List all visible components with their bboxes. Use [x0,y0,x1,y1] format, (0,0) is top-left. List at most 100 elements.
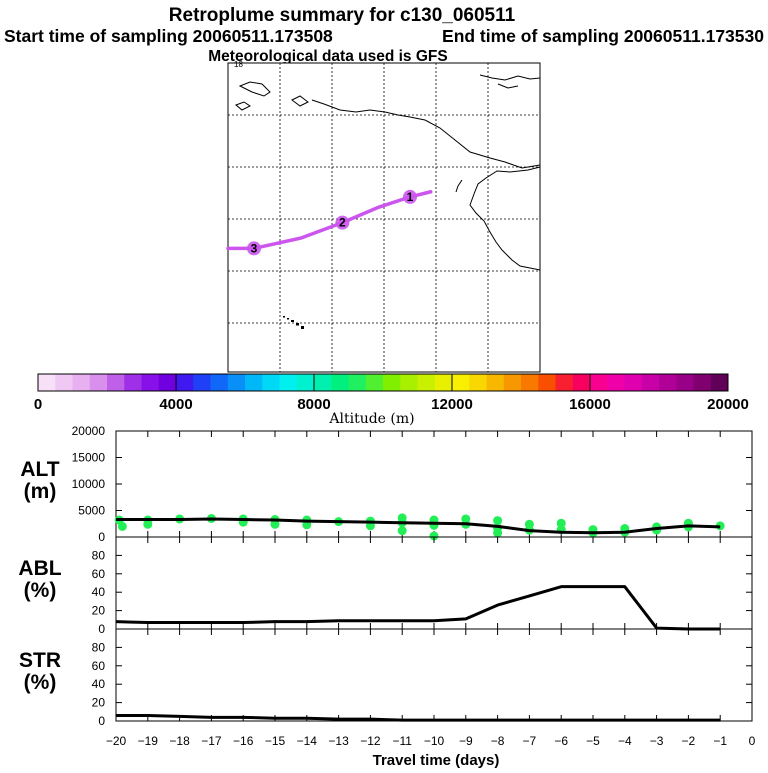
panel-abl: 0 20 40 60 80 ABL(%) [18,536,753,636]
y-tick-label: 40 [92,677,106,691]
scatter-point [556,518,566,528]
colorbar-swatch [469,374,487,391]
colorbar-swatch [72,374,91,391]
panel-str: 0 20 40 60 80 STR(%) [19,628,753,728]
colorbar-swatch [572,374,591,391]
map-corner-label: 18 [234,60,243,69]
colorbar-swatch [555,374,574,391]
scatter-point [143,519,153,529]
panel-alt: 0 5000 10000 15000 20000 ALT(m) [20,424,753,544]
trajectory-marker-label: 1 [407,190,414,204]
map-grid [228,63,540,372]
trajectory-marker [247,241,261,256]
colorbar-tick-label: 20000 [707,396,749,413]
panel-frame [115,628,753,722]
y-tick-label: 80 [92,640,106,654]
time-series-panels: 05000100001500020000ALT(m)020406080ABL(%… [18,424,753,728]
colorbar-swatch [641,374,660,391]
x-tick-label: −4 [618,734,632,748]
x-tick-label: −3 [650,734,664,748]
colorbar-tick-label: 4000 [159,396,192,413]
colorbar-swatch [124,374,142,391]
x-tick-label: −2 [682,734,696,748]
start-time-label: Start time of sampling 20060511.173508 [4,26,333,46]
altitude-colorbar: 0 4000 8000 12000 16000 20000 Altitude (m) [34,373,749,427]
colorbar-swatch [434,374,453,391]
x-tick-label: −11 [392,734,412,748]
x-tick-label: −7 [523,734,537,748]
colorbar-swatch [296,374,315,391]
trajectory-marker [335,215,350,230]
trajectory-markers: 1 2 3 [247,189,417,256]
colorbar-swatch [193,374,211,391]
colorbar-swatch [227,374,246,391]
colorbar-swatch [176,374,194,391]
map-frame [227,62,541,373]
scatter-point [270,519,280,529]
y-axis-label: STR [19,649,61,672]
colorbar-swatch [486,374,505,391]
colorbar-swatch [141,374,160,391]
y-tick-label: 5000 [78,504,105,518]
colorbar-swatch [365,374,384,391]
colorbar-swatch [348,374,367,391]
x-tick-label: −17 [201,734,222,748]
x-tick-label: −19 [138,734,159,748]
colorbar-swatch [245,374,263,391]
colorbar-tick-label: 12000 [431,396,473,413]
y-axis-label: ABL [18,557,61,580]
figure-title: Retroplume summary for c130_060511 [169,5,516,26]
y-tick-label: 10000 [72,477,106,491]
colorbar-swatch [210,374,229,391]
colorbar-swatch [521,374,539,391]
y-tick-label: 0 [98,622,105,636]
scatter-point [493,516,503,526]
y-axis-label: (%) [24,579,57,602]
colorbar-swatch [55,374,73,391]
colorbar-swatch [538,374,556,391]
x-tick-label: −10 [424,734,445,748]
x-axis-label: Travel time (days) [373,752,500,768]
colorbar-swatch [607,374,625,391]
x-tick-label: −1 [713,734,727,748]
x-tick-label: −14 [297,734,318,748]
x-tick-label: −9 [459,734,473,748]
colorbar-swatch [262,374,280,391]
colorbar-swatch [400,374,418,391]
x-tick-labels: −20 −19 −18 −17 −16 −15 −14 −13 −12 −11 −10 −9 −8 −7−… [106,734,756,748]
hawaii-islands [283,316,304,329]
colorbar-swatch [417,374,436,391]
y-tick-label: 0 [98,530,105,544]
colorbar-swatch [659,374,677,391]
y-tick-label: 80 [92,548,106,562]
y-tick-label: 15000 [72,451,106,465]
x-tick-label: −13 [328,734,349,748]
x-tick-label: −12 [360,734,381,748]
y-tick-label: 40 [92,585,106,599]
y-tick-label: 60 [92,567,106,581]
colorbar-tick-label: 8000 [297,396,330,413]
colorbar-swatch [693,374,712,391]
colorbar-swatch [624,374,643,391]
series-line-alt [116,517,721,535]
colorbar-swatch [590,374,608,391]
colorbar-swatch [89,374,108,391]
trajectory-marker [403,189,417,204]
x-tick-label: −15 [265,734,286,748]
x-tick-label: −5 [586,734,600,748]
colorbar-tick-label: 16000 [569,396,611,413]
scatter-point [117,521,127,531]
scatter-point [493,528,503,538]
panel-frame [115,536,753,630]
x-tick-label: −20 [106,734,127,748]
x-tick-label: −18 [169,734,190,748]
colorbar-swatch [38,374,56,391]
coastline [235,74,541,271]
trajectory-marker-label: 2 [339,216,346,230]
y-axis-label: (%) [24,671,57,694]
series-line-str [116,713,721,722]
x-tick-label: −16 [233,734,254,748]
colorbar-swatch [314,374,332,391]
y-axis-label: (m) [24,480,57,503]
